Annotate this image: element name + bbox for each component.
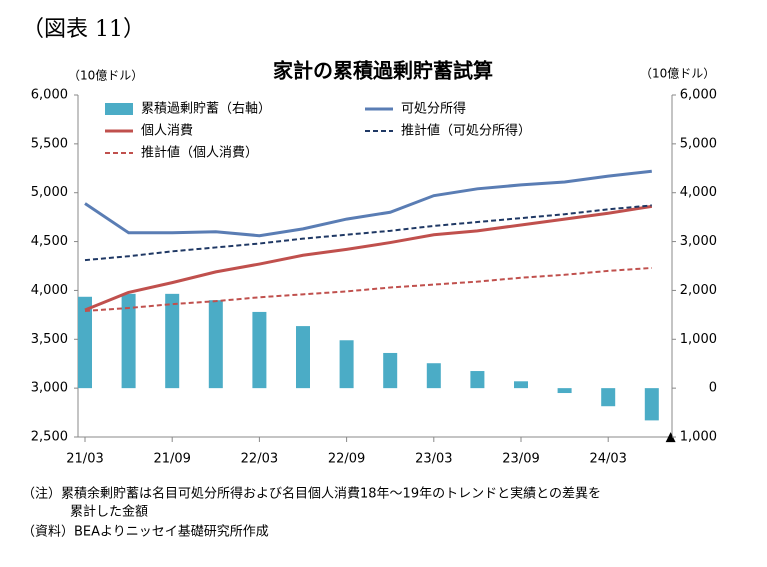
legend-swatch [105,103,133,115]
bar [121,293,136,389]
y-tick-label: 4,500 [31,234,68,249]
y2-tick-label: 1,000 [680,332,717,347]
note: （注）累積余剰貯蓄は名目可処分所得および名目個人消費18年〜19年のトレンドと実… [22,486,601,502]
y2-tick-label: 3,000 [680,234,717,249]
bar [470,371,485,389]
y-tick-label: 3,000 [31,381,68,396]
bar [426,363,441,389]
bar [252,311,267,389]
y2-tick-label: 4,000 [680,185,717,200]
y-tick-label: 4,000 [31,283,68,298]
legend-label: 推計値（個人消費） [141,145,258,161]
y-tick-label: 5,500 [31,136,68,151]
bar [514,381,528,389]
bar [339,340,354,389]
y-tick-label: 5,000 [31,185,68,200]
bar [383,352,398,389]
bar [165,293,180,389]
line [84,169,652,238]
note: （資料）BEAよりニッセイ基礎研究所作成 [22,525,269,540]
x-tick-label: 24/03 [589,452,626,467]
y-unit: （10億ドル） [68,69,143,83]
y2-tick-label: 0 [709,381,717,396]
x-tick-label: 21/03 [66,452,103,467]
y2-tick-label: 2,000 [680,283,717,298]
bar [208,300,223,389]
figure-label: （図表 11） [22,17,145,42]
y2-tick-label: 6,000 [680,88,717,103]
y-tick-label: 3,500 [31,332,68,347]
line [84,204,653,312]
legend-label: 累積過剰貯蓄（右軸） [141,102,271,117]
y2-tick-label: 5,000 [680,136,717,151]
legend-label: 個人消費 [141,124,193,139]
y-tick-label: 2,500 [31,430,68,445]
bar [601,388,616,407]
y2-unit: （10億ドル） [640,67,715,81]
legend-label: 推計値（可処分所得） [401,123,531,139]
legend-label: 可処分所得 [401,101,466,117]
trend-line [84,204,652,262]
x-tick-label: 23/09 [502,452,539,467]
y2-tick-label: ▲ 1,000 [666,430,717,445]
y-tick-label: 6,000 [31,88,68,103]
bar [296,326,310,389]
x-tick-label: 23/03 [415,452,452,467]
x-tick-label: 22/09 [328,452,365,467]
chart-title: 家計の累積過剰貯蓄試算 [273,59,493,83]
note: 累計した金額 [70,504,148,520]
bar [557,388,572,394]
trend-line [84,266,652,312]
bar [644,388,659,421]
x-tick-label: 22/03 [241,452,278,467]
bar [78,296,92,389]
x-tick-label: 21/09 [153,452,190,467]
